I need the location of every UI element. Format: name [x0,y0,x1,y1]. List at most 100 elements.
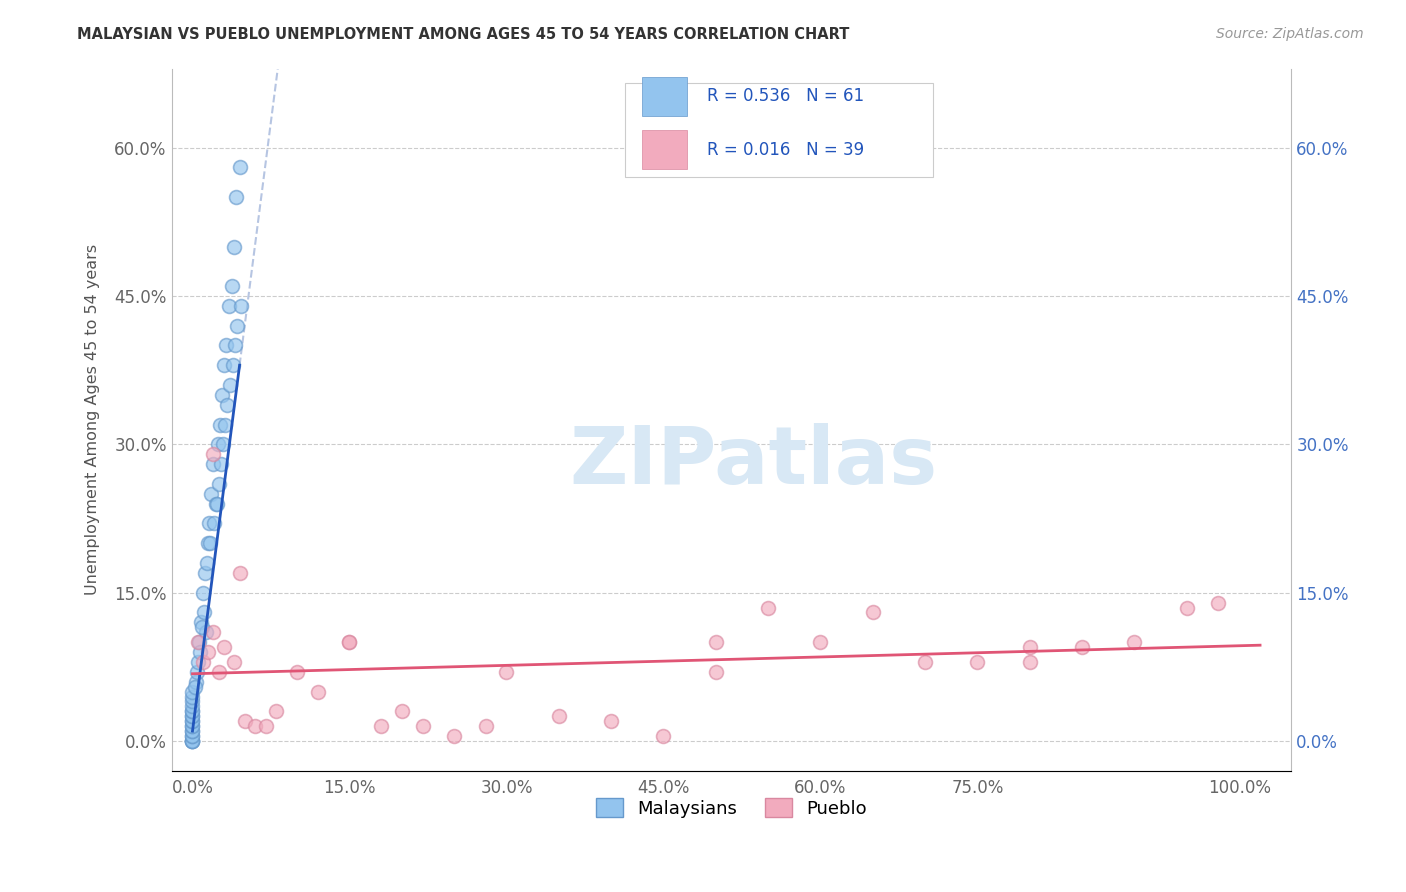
Point [1018,640,1040,654]
Point [756,600,779,615]
Point [412,719,434,733]
Point [339,635,361,649]
Point [215,398,238,412]
Point [211,437,233,451]
Point [221,279,243,293]
Point [187,655,209,669]
Point [229,299,252,313]
Point [966,655,988,669]
Point [208,417,231,432]
Point [195,556,218,570]
Text: R = 0.016   N = 39: R = 0.016 N = 39 [707,141,865,159]
Point [1175,600,1198,615]
Point [1018,655,1040,669]
Point [307,684,329,698]
Point [1071,640,1094,654]
Point [187,635,209,649]
Point [181,734,204,748]
Point [474,719,496,733]
Point [225,190,247,204]
Point [285,665,308,679]
Point [197,536,219,550]
Point [183,680,205,694]
Point [197,645,219,659]
Y-axis label: Unemployment Among Ages 45 to 54 years: Unemployment Among Ages 45 to 54 years [86,244,100,595]
Point [862,606,884,620]
Point [184,674,207,689]
Point [181,729,204,743]
Point [200,487,222,501]
Point [205,497,228,511]
Point [222,358,245,372]
Point [181,719,204,733]
Point [652,729,675,743]
Point [181,714,204,729]
Point [600,714,623,729]
Point [181,729,204,743]
Point [204,497,226,511]
FancyBboxPatch shape [643,77,686,116]
Point [547,709,569,723]
Point [181,734,204,748]
Point [391,704,413,718]
Text: R = 0.536   N = 61: R = 0.536 N = 61 [707,87,865,105]
Text: Source: ZipAtlas.com: Source: ZipAtlas.com [1216,27,1364,41]
Point [181,709,204,723]
Point [264,704,287,718]
Point [212,358,235,372]
Point [495,665,517,679]
Point [914,655,936,669]
Point [704,665,727,679]
Point [233,714,256,729]
Point [181,734,204,748]
Point [245,719,267,733]
Point [704,635,727,649]
FancyBboxPatch shape [626,83,934,178]
Point [224,655,246,669]
Point [198,516,221,531]
Point [228,161,250,175]
Point [181,704,204,718]
Point [194,566,217,580]
Point [181,709,204,723]
Point [228,566,250,580]
Point [181,699,204,714]
Legend: Malaysians, Pueblo: Malaysians, Pueblo [589,791,875,825]
Point [1206,596,1229,610]
Point [208,665,231,679]
Point [187,635,209,649]
Point [254,719,277,733]
Point [218,299,240,313]
Point [215,338,238,352]
Text: MALAYSIAN VS PUEBLO UNEMPLOYMENT AMONG AGES 45 TO 54 YEARS CORRELATION CHART: MALAYSIAN VS PUEBLO UNEMPLOYMENT AMONG A… [77,27,849,42]
Point [224,239,246,253]
Point [202,625,225,640]
Point [191,655,214,669]
Point [200,536,222,550]
Point [181,690,204,704]
Point [186,665,208,679]
Point [181,704,204,718]
Point [181,694,204,708]
Point [193,606,215,620]
Point [810,635,832,649]
Point [181,684,204,698]
Point [339,635,361,649]
Point [370,719,392,733]
Point [219,378,242,392]
Point [209,457,232,471]
Point [211,388,233,402]
Point [202,457,225,471]
Point [208,476,231,491]
Point [191,585,214,599]
Point [190,615,212,630]
Point [443,729,465,743]
Point [181,724,204,739]
Point [226,318,249,333]
Point [181,734,204,748]
Point [224,338,246,352]
Point [204,516,226,531]
Point [214,417,236,432]
Point [1123,635,1146,649]
Point [202,447,225,461]
